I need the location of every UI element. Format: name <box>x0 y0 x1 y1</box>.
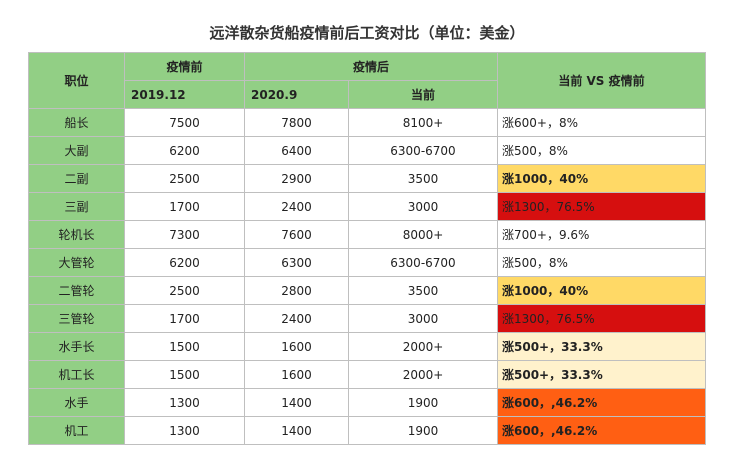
current-salary-cell: 3000 <box>348 304 498 333</box>
post-salary-cell: 6400 <box>244 136 349 165</box>
position-cell: 机工长 <box>28 360 125 389</box>
post-salary-cell: 2400 <box>244 192 349 221</box>
current-salary-cell: 1900 <box>348 388 498 417</box>
post-salary-cell: 2800 <box>244 276 349 305</box>
table-row: 船长 7500 7800 8100+ 涨600+，8% <box>28 108 706 137</box>
pre-salary-cell: 1700 <box>124 304 245 333</box>
post-salary-cell: 1400 <box>244 388 349 417</box>
current-salary-cell: 2000+ <box>348 360 498 389</box>
table-row: 三副 1700 2400 3000 涨1300，76.5% <box>28 192 706 221</box>
pre-salary-cell: 6200 <box>124 248 245 277</box>
comparison-cell: 涨600+，8% <box>497 108 706 137</box>
table-row: 二副 2500 2900 3500 涨1000，40% <box>28 164 706 193</box>
current-salary-cell: 8000+ <box>348 220 498 249</box>
comparison-cell: 涨700+，9.6% <box>497 220 706 249</box>
table-title: 远洋散杂货船疫情前后工资对比（单位：美金） <box>209 24 525 42</box>
post-salary-cell: 6300 <box>244 248 349 277</box>
pre-salary-cell: 1500 <box>124 360 245 389</box>
post-salary-cell: 1400 <box>244 416 349 445</box>
table-row: 水手长 1500 1600 2000+ 涨500+，33.3% <box>28 332 706 361</box>
comparison-cell: 涨500+，33.3% <box>497 332 706 361</box>
comparison-cell: 涨1000，40% <box>497 164 706 193</box>
pre-salary-cell: 1300 <box>124 416 245 445</box>
position-cell: 大副 <box>28 136 125 165</box>
post-salary-cell: 7600 <box>244 220 349 249</box>
pre-salary-cell: 7300 <box>124 220 245 249</box>
table-row: 机工长 1500 1600 2000+ 涨500+，33.3% <box>28 360 706 389</box>
table-row: 三管轮 1700 2400 3000 涨1300，76.5% <box>28 304 706 333</box>
pre-salary-cell: 2500 <box>124 276 245 305</box>
pre-salary-cell: 1500 <box>124 332 245 361</box>
position-cell: 二副 <box>28 164 125 193</box>
comparison-cell: 涨500+，33.3% <box>497 360 706 389</box>
current-salary-cell: 6300-6700 <box>348 136 498 165</box>
salary-table: 职位 疫情前 疫情后 当前 VS 疫情前 2019.12 2020.9 当前 船… <box>28 52 706 445</box>
table-row: 二管轮 2500 2800 3500 涨1000，40% <box>28 276 706 305</box>
position-cell: 水手 <box>28 388 125 417</box>
position-cell: 三管轮 <box>28 304 125 333</box>
position-cell: 船长 <box>28 108 125 137</box>
post-salary-cell: 1600 <box>244 332 349 361</box>
post-salary-cell: 7800 <box>244 108 349 137</box>
post-date-header: 2020.9 <box>244 80 349 109</box>
current-salary-cell: 3500 <box>348 164 498 193</box>
current-salary-cell: 2000+ <box>348 332 498 361</box>
comparison-header: 当前 VS 疫情前 <box>497 52 706 109</box>
position-header: 职位 <box>28 52 125 109</box>
comparison-cell: 涨500，8% <box>497 136 706 165</box>
table-row: 机工 1300 1400 1900 涨600，,46.2% <box>28 416 706 445</box>
pre-salary-cell: 1700 <box>124 192 245 221</box>
table-row: 大管轮 6200 6300 6300-6700 涨500，8% <box>28 248 706 277</box>
position-cell: 二管轮 <box>28 276 125 305</box>
pre-salary-cell: 2500 <box>124 164 245 193</box>
table-row: 大副 6200 6400 6300-6700 涨500，8% <box>28 136 706 165</box>
position-cell: 轮机长 <box>28 220 125 249</box>
pre-salary-cell: 6200 <box>124 136 245 165</box>
pre-pandemic-header: 疫情前 <box>124 52 245 81</box>
post-salary-cell: 1600 <box>244 360 349 389</box>
post-salary-cell: 2400 <box>244 304 349 333</box>
comparison-cell: 涨500，8% <box>497 248 706 277</box>
comparison-cell: 涨1300，76.5% <box>497 192 706 221</box>
current-salary-cell: 3000 <box>348 192 498 221</box>
table-row: 轮机长 7300 7600 8000+ 涨700+，9.6% <box>28 220 706 249</box>
pre-date-header: 2019.12 <box>124 80 245 109</box>
comparison-cell: 涨600，,46.2% <box>497 416 706 445</box>
post-pandemic-header: 疫情后 <box>244 52 498 81</box>
current-salary-cell: 6300-6700 <box>348 248 498 277</box>
current-salary-cell: 8100+ <box>348 108 498 137</box>
comparison-cell: 涨1300，76.5% <box>497 304 706 333</box>
current-header: 当前 <box>348 80 498 109</box>
position-cell: 三副 <box>28 192 125 221</box>
current-salary-cell: 1900 <box>348 416 498 445</box>
position-cell: 机工 <box>28 416 125 445</box>
position-cell: 大管轮 <box>28 248 125 277</box>
pre-salary-cell: 1300 <box>124 388 245 417</box>
pre-salary-cell: 7500 <box>124 108 245 137</box>
comparison-cell: 涨600，,46.2% <box>497 388 706 417</box>
table-row: 水手 1300 1400 1900 涨600，,46.2% <box>28 388 706 417</box>
position-cell: 水手长 <box>28 332 125 361</box>
current-salary-cell: 3500 <box>348 276 498 305</box>
post-salary-cell: 2900 <box>244 164 349 193</box>
comparison-cell: 涨1000，40% <box>497 276 706 305</box>
